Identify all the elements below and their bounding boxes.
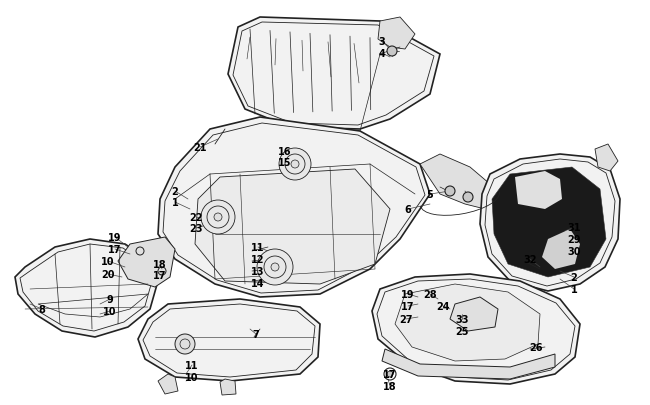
Text: 15: 15 — [278, 158, 292, 168]
Text: 8: 8 — [38, 304, 46, 314]
Text: 6: 6 — [404, 205, 411, 215]
Circle shape — [445, 187, 455, 196]
Circle shape — [214, 213, 222, 222]
Polygon shape — [220, 379, 236, 395]
Text: 32: 32 — [523, 254, 537, 264]
Circle shape — [279, 149, 311, 181]
Text: 2: 2 — [172, 187, 178, 196]
Circle shape — [291, 161, 299, 168]
Text: 25: 25 — [455, 326, 469, 336]
Polygon shape — [595, 145, 618, 172]
Circle shape — [175, 334, 195, 354]
Text: 9: 9 — [107, 294, 113, 304]
Circle shape — [387, 47, 397, 57]
Polygon shape — [158, 374, 178, 394]
Text: 14: 14 — [252, 278, 265, 288]
Polygon shape — [515, 172, 562, 209]
Text: 5: 5 — [426, 190, 434, 200]
Polygon shape — [372, 274, 580, 384]
Polygon shape — [228, 18, 440, 130]
Text: 28: 28 — [423, 289, 437, 299]
Polygon shape — [138, 299, 320, 381]
Text: 22: 22 — [189, 213, 203, 222]
Text: 17: 17 — [153, 270, 167, 280]
Text: 3: 3 — [378, 37, 385, 47]
Polygon shape — [395, 284, 540, 361]
Polygon shape — [378, 18, 415, 50]
Text: 24: 24 — [436, 301, 450, 311]
Text: 7: 7 — [253, 329, 259, 339]
Text: 30: 30 — [567, 246, 580, 256]
Text: 18: 18 — [153, 259, 167, 269]
Text: 33: 33 — [455, 314, 469, 324]
Text: 23: 23 — [189, 224, 203, 233]
Text: 1: 1 — [571, 284, 577, 294]
Text: 29: 29 — [567, 234, 580, 244]
Text: 4: 4 — [378, 49, 385, 59]
Text: 21: 21 — [193, 143, 207, 153]
Polygon shape — [382, 349, 555, 379]
Polygon shape — [158, 118, 430, 297]
Polygon shape — [542, 230, 580, 269]
Circle shape — [271, 263, 279, 271]
Text: 17: 17 — [401, 301, 415, 311]
Text: 20: 20 — [101, 269, 115, 279]
Text: 10: 10 — [101, 256, 115, 266]
Text: 26: 26 — [529, 342, 543, 352]
Polygon shape — [492, 168, 606, 277]
Polygon shape — [450, 297, 498, 331]
Text: 11: 11 — [252, 243, 265, 252]
Polygon shape — [15, 239, 158, 337]
Text: 12: 12 — [252, 254, 265, 264]
Circle shape — [387, 371, 393, 377]
Text: 1: 1 — [172, 198, 178, 207]
Text: 10: 10 — [185, 372, 199, 382]
Circle shape — [257, 249, 293, 285]
Polygon shape — [420, 155, 495, 209]
Text: 31: 31 — [567, 222, 580, 232]
Polygon shape — [195, 170, 390, 284]
Text: 11: 11 — [185, 360, 199, 370]
Text: 19: 19 — [401, 289, 415, 299]
Circle shape — [463, 192, 473, 202]
Polygon shape — [118, 237, 175, 287]
Text: 10: 10 — [103, 306, 117, 316]
Text: 18: 18 — [384, 381, 396, 391]
Text: 17: 17 — [109, 244, 122, 254]
Text: 17: 17 — [384, 369, 396, 379]
Polygon shape — [480, 155, 620, 291]
Text: 27: 27 — [399, 314, 413, 324]
Text: 19: 19 — [109, 232, 122, 243]
Text: 2: 2 — [571, 272, 577, 282]
Circle shape — [201, 200, 235, 234]
Text: 13: 13 — [252, 266, 265, 276]
Text: 16: 16 — [278, 147, 292, 157]
